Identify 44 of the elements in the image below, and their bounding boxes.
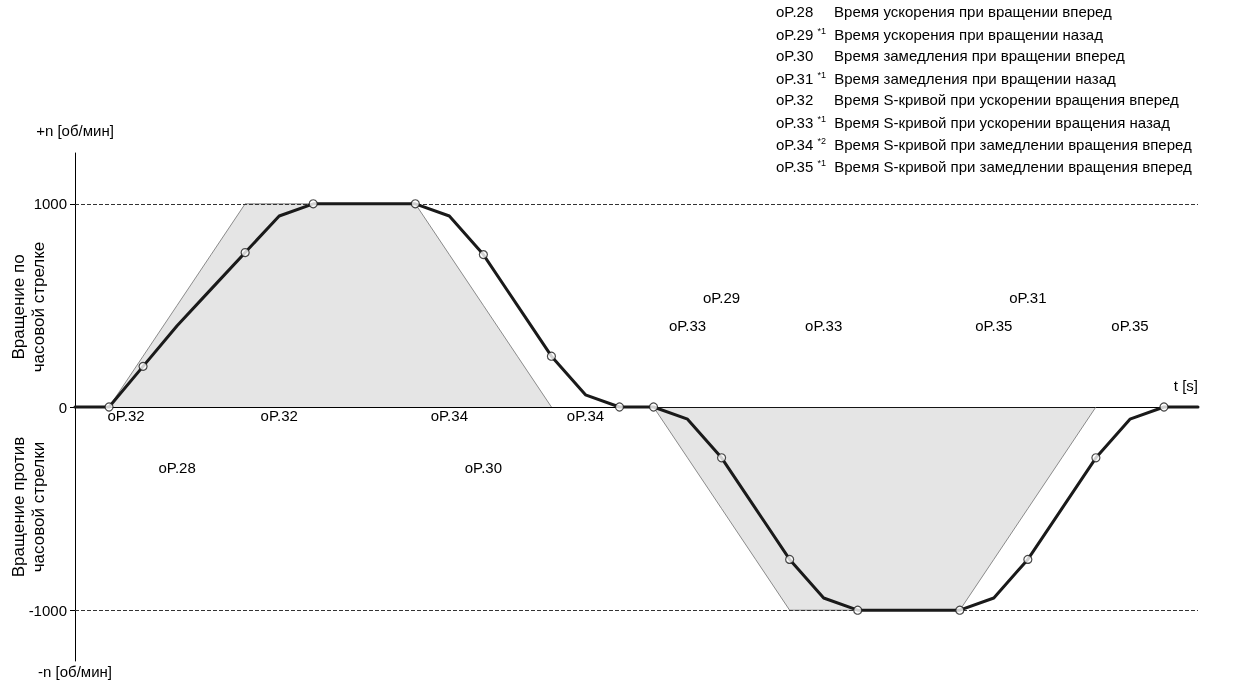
text: oP.31 *1 Время замедления при вращении назад [776,69,1116,87]
annotation: oP.32 [107,406,145,424]
annotation: oP.30 [464,459,502,477]
point [546,351,557,361]
text: oP.32 Время S-кривой при ускорении вращения вперед [776,91,1180,108]
point [240,247,250,258]
annotation: oP.28 [158,459,196,477]
point [853,605,863,615]
point [138,361,148,371]
y-tick-label: 1000 [33,195,67,213]
text: oP.34 *2 Время S-кривой при замедлении вращения вперед [776,135,1193,153]
annotation: oP.33 [668,317,707,335]
annotation: oP.34 [566,406,605,424]
point [785,554,795,564]
annotation: oP.31 [1009,288,1047,306]
point [955,605,965,615]
point [308,199,318,209]
point [648,402,659,412]
point [410,199,420,209]
y-tick-label: -1000 [28,601,67,619]
text: Вращение против часовой стрелки [8,436,48,578]
y-tick-label: 0 [58,398,67,416]
point [104,402,114,412]
point [614,402,625,412]
annotation: oP.33 [805,317,843,335]
text: oP.30 Время замедления при вращении вперед [776,47,1125,64]
annotation: oP.34 [430,406,468,424]
point [478,250,488,260]
point [1091,453,1101,463]
annotation: oP.35 *1 Время S-кривой при замедлении вращения вперед [776,157,1193,175]
text: oP.28 Время ускорения при вращении вперед [776,3,1113,20]
text: -n [об/мин] [38,662,112,680]
x-axis-title: t [s] [1173,377,1198,394]
text: oP.33 *1 Время S-кривой при ускорении вращения назад [776,113,1171,131]
point [1023,554,1033,564]
annotation: oP.35 [975,317,1013,335]
text: Вращение по часовой стрелке [8,241,48,373]
text: oP.29 *1 Время ускорения при вращении назад [776,25,1104,43]
point [1159,402,1169,412]
annotation: oP.29 [702,288,741,306]
point [716,453,727,463]
annotation: oP.35 [1111,317,1149,335]
y-axis-title: +n [об/мин] [36,122,114,139]
annotation: oP.32 [260,406,298,424]
